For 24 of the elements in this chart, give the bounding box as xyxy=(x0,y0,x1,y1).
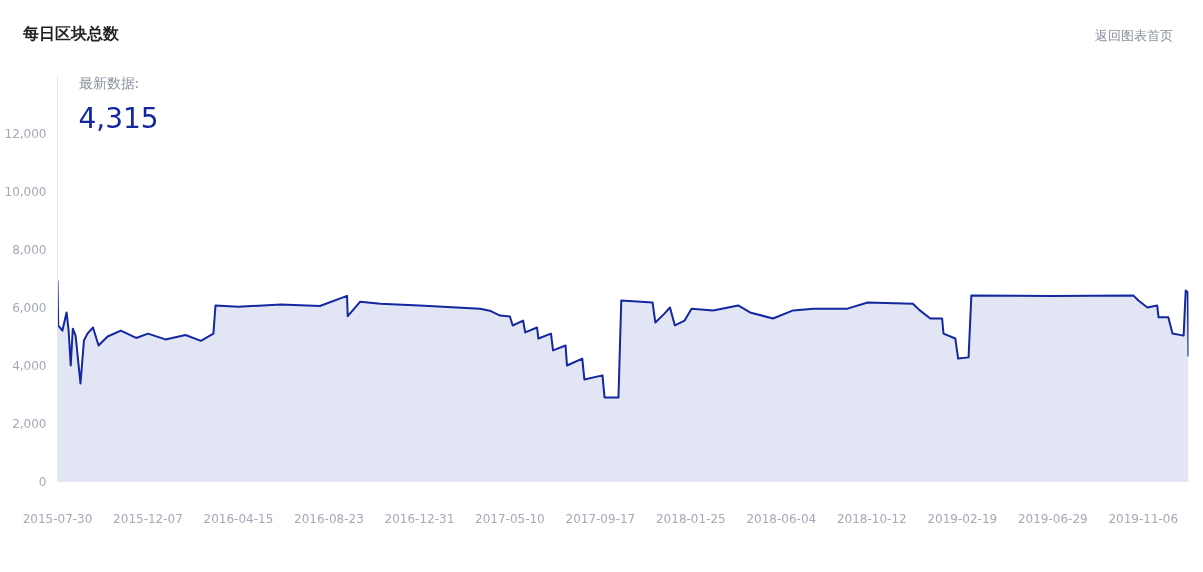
text: 返回图表首页 xyxy=(1095,27,1173,45)
x-tick-label: 2017-09-17 xyxy=(565,511,636,526)
annotation: 4,315 xyxy=(78,101,159,135)
y-tick-label: 10,000 xyxy=(4,185,47,199)
x-tick-label: 2018-01-25 xyxy=(655,511,726,526)
y-tick-label: 8,000 xyxy=(12,243,47,257)
y-tick-label: 0 xyxy=(38,475,47,489)
chart-title: 每日区块总数 xyxy=(23,23,119,45)
x-tick-label: 2016-12-31 xyxy=(384,511,455,526)
x-tick-label: 2016-08-23 xyxy=(294,511,364,526)
annotation: 最新数据: xyxy=(78,74,140,91)
y-tick-label: 12,000 xyxy=(4,127,47,141)
x-tick-label: 2019-11-06 xyxy=(1108,511,1179,526)
x-tick-label: 2017-05-10 xyxy=(475,511,545,526)
x-tick-label: 2019-02-19 xyxy=(927,511,998,526)
x-tick-label: 2015-07-30 xyxy=(22,511,93,526)
x-tick-label: 2018-10-12 xyxy=(836,511,907,526)
x-tick-label: 2016-04-15 xyxy=(203,511,274,526)
y-tick-label: 6,000 xyxy=(12,301,47,315)
x-tick-label: 2015-12-07 xyxy=(113,511,183,526)
y-tick-label: 4,000 xyxy=(12,359,47,373)
y-tick-label: 2,000 xyxy=(12,417,47,431)
x-tick-label: 2019-06-29 xyxy=(1017,511,1088,526)
x-tick-label: 2018-06-04 xyxy=(746,511,817,526)
